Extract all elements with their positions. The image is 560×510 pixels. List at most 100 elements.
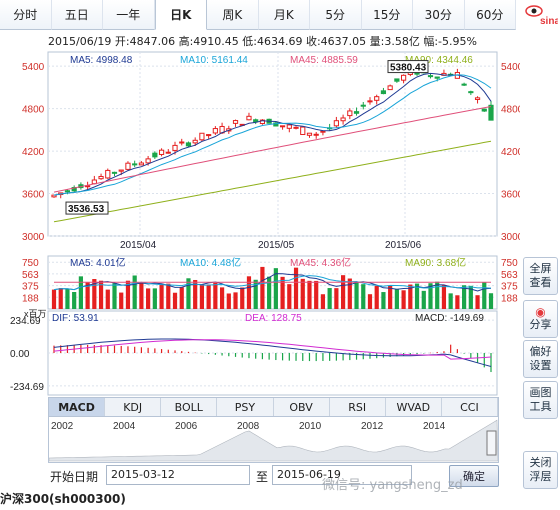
volume-bar	[314, 280, 319, 309]
volume-bar	[394, 288, 399, 309]
tab-4[interactable]: 周K	[207, 0, 259, 30]
tab-8[interactable]: 30分	[413, 0, 465, 30]
macd-bar	[288, 353, 290, 361]
volume-bar	[206, 284, 211, 309]
overview-year: 2006	[175, 421, 198, 432]
candle-body	[145, 158, 151, 164]
indicator-tab-1[interactable]: KDJ	[105, 398, 162, 416]
candle-body	[64, 190, 71, 193]
macd-bar	[194, 352, 196, 354]
range-handle	[486, 430, 497, 456]
volume-bar	[320, 294, 326, 309]
candle-body	[300, 126, 306, 136]
indicator-tab-5[interactable]: RSI	[330, 398, 386, 416]
macd-bar	[241, 353, 243, 358]
side-button-1[interactable]: ◉ 分享	[523, 300, 558, 338]
vol-tick-left: 750	[22, 258, 39, 269]
candle-body	[367, 100, 373, 103]
vol-tick-left: 188	[22, 293, 39, 304]
vol-tick-right: 375	[501, 282, 518, 293]
volume-bar	[455, 295, 460, 309]
candle-body	[132, 163, 138, 166]
candle-body	[340, 117, 346, 122]
candle-body	[474, 97, 481, 100]
macd-bar	[335, 353, 337, 361]
y-tick-left: 3600	[22, 190, 45, 201]
side-button-text: 偏好	[529, 345, 552, 358]
side-button-text: 查看	[529, 276, 552, 289]
tab-5[interactable]: 月K	[258, 0, 310, 30]
indicator-tab-0[interactable]: MACD	[49, 398, 106, 416]
candle-body	[481, 108, 487, 112]
macd-bar	[93, 344, 95, 353]
ohlc-info: 2015/06/19 开:4847.06 高:4910.45 低:4634.69…	[48, 35, 477, 48]
y-tick-left: 5400	[22, 62, 45, 73]
macd-bar	[221, 353, 223, 356]
indicator-tab-2[interactable]: BOLL	[161, 398, 218, 416]
vol-tick-right: 188	[501, 293, 518, 304]
vol-tick-right: 750	[501, 258, 518, 269]
logo-text: sina	[540, 16, 558, 27]
confirm-button[interactable]: 确定	[449, 465, 499, 487]
candle-body	[192, 139, 198, 144]
indicator-tab-7[interactable]: CCI	[442, 398, 498, 416]
macd-bar	[134, 346, 136, 353]
macd-bar	[187, 351, 190, 353]
candle-body	[273, 122, 279, 127]
macd-bar	[127, 346, 129, 353]
indicator-tab-3[interactable]: PSY	[217, 398, 274, 416]
macd-bar	[329, 353, 331, 361]
volume-bar	[72, 292, 77, 309]
end-date-input[interactable]: 2015-06-19	[272, 465, 412, 485]
macd-bar	[214, 353, 216, 355]
volume-bar	[85, 282, 90, 309]
macd-bar	[255, 353, 257, 359]
tab-0[interactable]: 分时	[0, 0, 52, 30]
side-button-4[interactable]: 关闭 浮层	[523, 451, 558, 489]
y-tick-left: 4200	[22, 147, 45, 158]
panel-frame	[47, 51, 498, 237]
start-date-input[interactable]: 2015-03-12	[106, 465, 250, 485]
tab-6[interactable]: 5分	[310, 0, 362, 30]
tab-9[interactable]: 60分	[464, 0, 516, 30]
candle-body	[85, 185, 91, 188]
volume-bar	[381, 292, 386, 309]
volume-bars	[51, 266, 494, 309]
y-tick-left: 3000	[22, 232, 45, 243]
macd-bar	[429, 352, 432, 354]
candle-body	[394, 78, 400, 82]
macd-bar	[342, 353, 344, 361]
volume-bar	[159, 283, 164, 309]
vol-unit: x百万	[24, 309, 47, 319]
macd-bar	[147, 347, 149, 353]
candle-body	[212, 128, 218, 134]
volume-bar	[435, 281, 440, 309]
tab-7[interactable]: 15分	[361, 0, 413, 30]
side-button-0[interactable]: 全屏 查看	[523, 257, 558, 295]
indicator-tabs: MACD KDJ BOLL PSY OBV RSI WVAD CCI	[48, 397, 499, 417]
macd-bar	[234, 353, 237, 357]
volume-bar	[152, 288, 157, 309]
range-overview[interactable]: 2002 2004 2006 2008 2010 2012 2014	[48, 416, 499, 463]
volume-bar	[119, 292, 124, 309]
indicator-tab-4[interactable]: OBV	[274, 398, 330, 416]
macd-bar	[120, 345, 122, 353]
side-button-2[interactable]: 偏好 设置	[523, 340, 558, 378]
side-button-text: 浮层	[529, 470, 552, 483]
side-button-3[interactable]: 画图 工具	[523, 381, 558, 419]
indicator-tab-6[interactable]: WVAD	[386, 398, 442, 416]
tab-3[interactable]: 日K	[154, 0, 207, 30]
x-tick-label: 2015/04	[120, 240, 157, 251]
volume-bar	[172, 292, 178, 309]
tab-2[interactable]: 一年	[103, 0, 155, 30]
kline-chart[interactable]: 5400 5400 4800 4800 4200 4200 3600 3600 3000 3000…	[0, 48, 520, 398]
tab-1[interactable]: 五日	[51, 0, 103, 30]
volume-bar	[112, 283, 117, 309]
volume-bar	[233, 292, 238, 309]
macd-bar	[100, 345, 102, 353]
macd-bar	[463, 353, 465, 354]
vol-tick-left: 375	[22, 282, 39, 293]
macd-bar	[281, 353, 284, 361]
volume-bar	[246, 276, 252, 309]
macd-bar	[80, 344, 82, 353]
